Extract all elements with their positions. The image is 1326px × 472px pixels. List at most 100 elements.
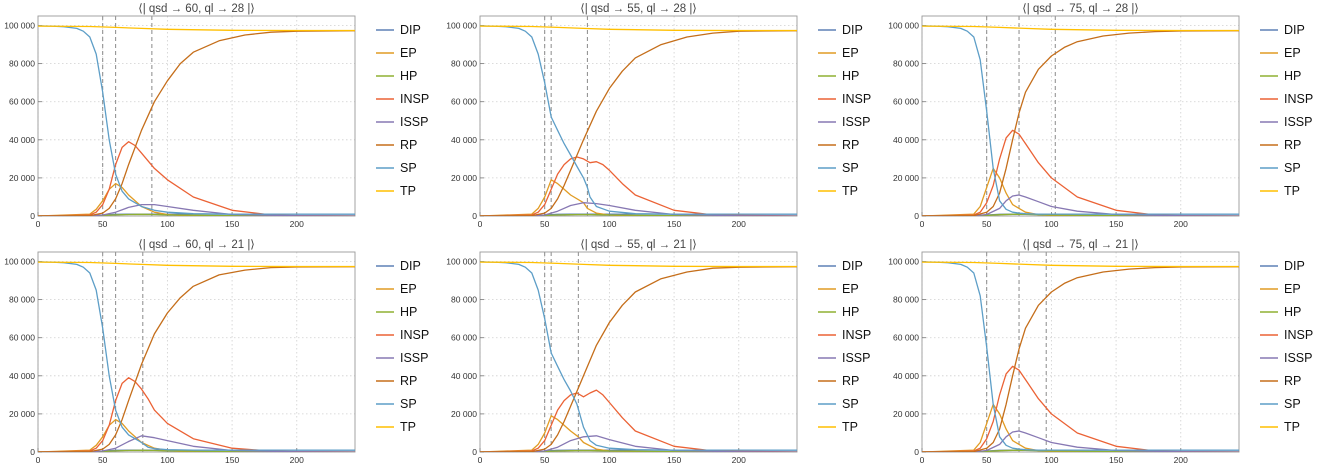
series-line-tp (38, 25, 355, 32)
y-tick-label: 20 000 (9, 173, 35, 183)
plot-frame (479, 15, 798, 217)
x-tick-label: 100 (602, 455, 616, 465)
chart-title: ⟨| qsd → 75, ql → 21 |⟩ (1022, 238, 1139, 251)
legend-label: TP (1284, 184, 1300, 198)
chart-svg: ⟨| qsd → 75, ql → 21 |⟩ 0 50 100 150 200 0 20 0… (888, 238, 1313, 465)
legend-label: DIP (842, 259, 863, 273)
legend-label: HP (842, 305, 859, 319)
y-tick-label: 20 000 (451, 409, 477, 419)
series-line-sp (38, 261, 355, 451)
chart-panel-4: ⟨| qsd → 60, ql → 21 |⟩ 0 50 100 150 200 0 20 0… (0, 236, 442, 472)
plot-frame (479, 251, 798, 453)
series-line-tp (922, 25, 1239, 32)
y-tick-label: 0 (472, 447, 477, 457)
x-tick-label: 200 (732, 455, 746, 465)
legend-label: INSP (1284, 92, 1313, 106)
legend-label: RP (400, 138, 417, 152)
y-tick-label: 60 000 (893, 333, 919, 343)
series-line-ep (922, 167, 1239, 216)
y-tick-label: 40 000 (451, 371, 477, 381)
legend-label: ISSP (1284, 351, 1313, 365)
y-tick-label: 20 000 (893, 409, 919, 419)
chart-svg: ⟨| qsd → 55, ql → 28 |⟩ 0 50 100 150 200 0 20 0… (446, 2, 871, 229)
series-line-insp (38, 377, 355, 452)
chart-panel-1: ⟨| qsd → 60, ql → 28 |⟩ 0 50 100 150 200 0 20 0… (0, 0, 442, 236)
legend-label: DIP (1284, 23, 1305, 37)
legend-label: EP (842, 46, 859, 60)
y-tick-label: 40 000 (893, 371, 919, 381)
y-tick-label: 40 000 (893, 135, 919, 145)
legend-label: SP (400, 397, 417, 411)
x-tick-label: 0 (920, 219, 925, 229)
x-tick-label: 50 (982, 455, 992, 465)
legend: DIP EP HP INSP ISSP RP SP TP (376, 23, 429, 198)
legend-label: DIP (400, 259, 421, 273)
series-line-rp (922, 266, 1239, 452)
series-line-rp (922, 30, 1239, 216)
legend-label: EP (1284, 46, 1301, 60)
series-line-rp (38, 266, 355, 452)
legend-label: HP (842, 69, 859, 83)
chart-title: ⟨| qsd → 55, ql → 28 |⟩ (580, 2, 697, 15)
series-line-insp (38, 141, 355, 216)
chart-svg: ⟨| qsd → 60, ql → 28 |⟩ 0 50 100 150 200 0 20 0… (4, 2, 429, 229)
y-tick-label: 60 000 (451, 97, 477, 107)
x-tick-label: 150 (667, 219, 681, 229)
series-line-insp (480, 156, 797, 216)
x-tick-label: 150 (1109, 219, 1123, 229)
y-tick-label: 80 000 (893, 295, 919, 305)
legend-label: RP (842, 374, 859, 388)
legend-label: SP (842, 161, 859, 175)
legend-label: RP (842, 138, 859, 152)
x-tick-label: 50 (982, 219, 992, 229)
legend-label: SP (400, 161, 417, 175)
legend-label: EP (842, 282, 859, 296)
x-tick-label: 50 (98, 455, 108, 465)
series-line-rp (480, 266, 797, 452)
x-tick-label: 0 (36, 455, 41, 465)
x-tick-label: 200 (1174, 219, 1188, 229)
x-tick-label: 200 (1174, 455, 1188, 465)
legend-label: SP (842, 397, 859, 411)
series-line-tp (480, 261, 797, 268)
chart-svg: ⟨| qsd → 75, ql → 28 |⟩ 0 50 100 150 200 0 20 0… (888, 2, 1313, 229)
y-tick-label: 20 000 (9, 409, 35, 419)
legend-label: TP (400, 184, 416, 198)
legend-label: ISSP (400, 351, 429, 365)
legend-label: EP (1284, 282, 1301, 296)
series-line-insp (480, 389, 797, 452)
chart-panel-6: ⟨| qsd → 75, ql → 21 |⟩ 0 50 100 150 200 0 20 0… (884, 236, 1326, 472)
series-line-ep (922, 403, 1239, 452)
plot-frame (921, 251, 1240, 453)
legend: DIP EP HP INSP ISSP RP SP TP (1260, 259, 1313, 434)
chart-title: ⟨| qsd → 75, ql → 28 |⟩ (1022, 2, 1139, 15)
legend-label: ISSP (1284, 115, 1313, 129)
series-line-insp (922, 365, 1239, 452)
legend-label: HP (400, 305, 417, 319)
y-tick-label: 80 000 (893, 59, 919, 69)
series-line-tp (922, 261, 1239, 268)
legend-label: DIP (842, 23, 863, 37)
plot-frame (37, 15, 356, 217)
y-tick-label: 0 (914, 447, 919, 457)
legend-label: SP (1284, 397, 1301, 411)
legend-label: DIP (400, 23, 421, 37)
y-tick-label: 100 000 (446, 21, 477, 31)
chart-panel-2: ⟨| qsd → 55, ql → 28 |⟩ 0 50 100 150 200 0 20 0… (442, 0, 884, 236)
legend-label: RP (1284, 374, 1301, 388)
y-tick-label: 20 000 (893, 173, 919, 183)
x-tick-label: 0 (920, 455, 925, 465)
y-tick-label: 0 (914, 211, 919, 221)
legend-label: TP (842, 184, 858, 198)
series-line-sp (922, 25, 1239, 215)
legend-label: RP (1284, 138, 1301, 152)
y-tick-label: 0 (30, 447, 35, 457)
series-line-insp (922, 129, 1239, 216)
x-tick-label: 100 (602, 219, 616, 229)
x-tick-label: 200 (290, 455, 304, 465)
series-line-sp (38, 25, 355, 215)
legend-label: INSP (842, 92, 871, 106)
series-line-rp (480, 30, 797, 216)
y-tick-label: 40 000 (9, 135, 35, 145)
